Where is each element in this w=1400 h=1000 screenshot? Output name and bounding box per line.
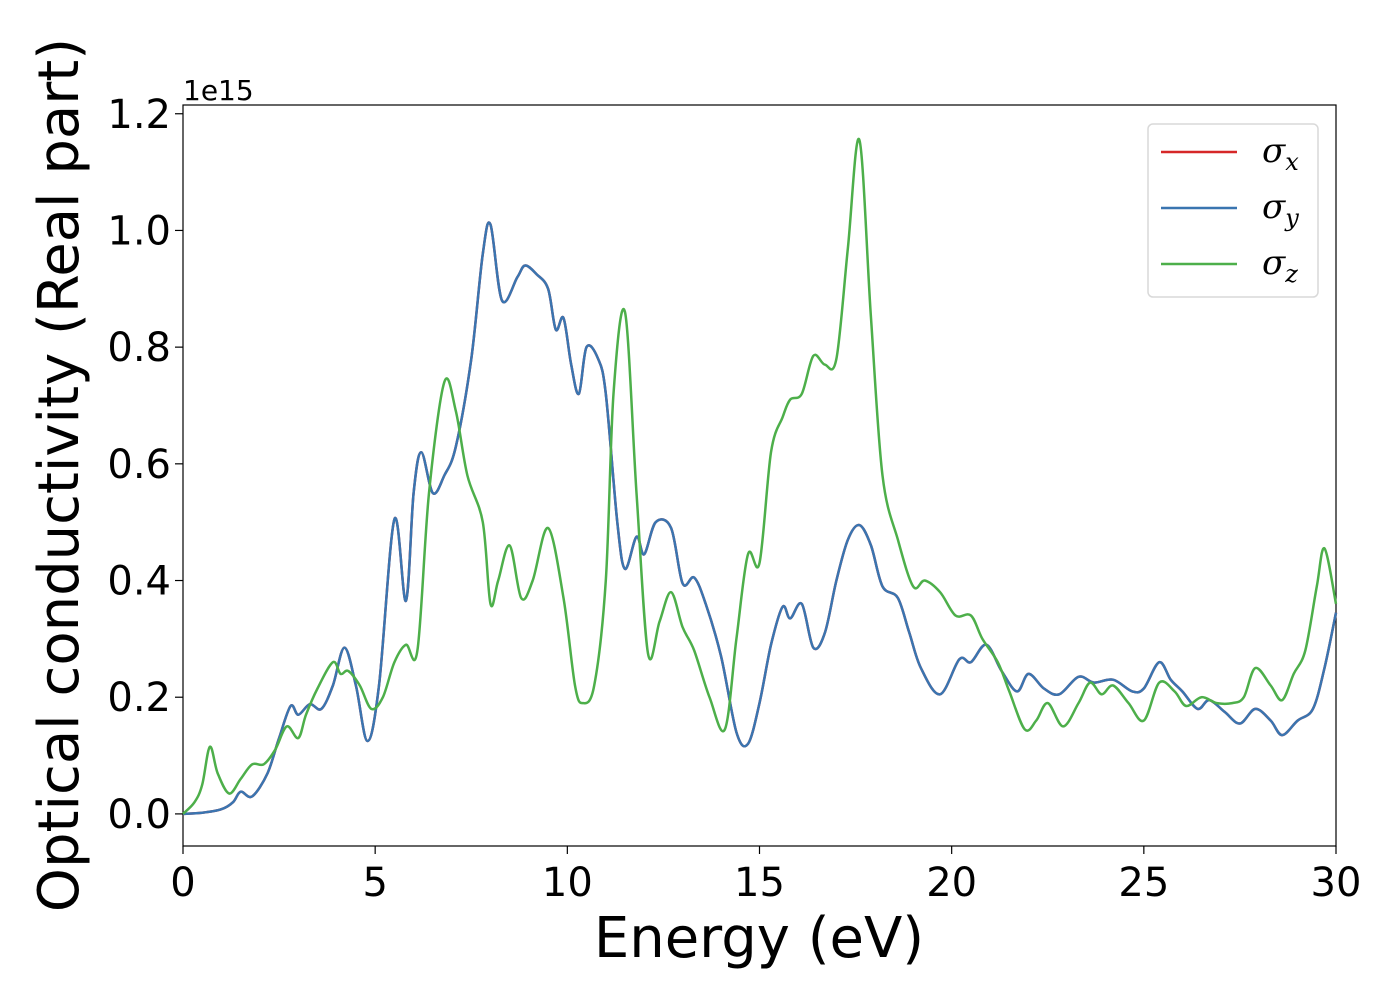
- series-line-sigma-z: [182, 137, 1338, 815]
- series-line-sigma-x: [182, 221, 1338, 816]
- legend-symbol: σ: [1262, 243, 1286, 283]
- y-tick-label: 0.0: [107, 792, 171, 838]
- legend-symbol: σ: [1262, 187, 1286, 227]
- y-offset-text: 1e15: [183, 74, 254, 107]
- x-tick-label: 5: [362, 860, 387, 906]
- y-tick-label: 0.2: [107, 675, 171, 721]
- legend-subscript: z: [1284, 260, 1298, 288]
- x-tick-label: 20: [926, 860, 977, 906]
- y-tick-label: 0.8: [107, 325, 171, 371]
- x-tick-label: 30: [1311, 860, 1362, 906]
- legend-subscript: y: [1284, 204, 1299, 232]
- legend-box: [1147, 123, 1319, 298]
- legend-label-sigma-z: σz: [1262, 243, 1298, 288]
- x-axis-label: Energy (eV): [594, 906, 924, 971]
- series-line-sigma-y: [182, 221, 1338, 816]
- x-tick-label: 10: [542, 860, 593, 906]
- legend-label-sigma-y: σy: [1262, 187, 1299, 232]
- y-ticks: 0.0 0.2 0.4 0.6 0.8 1.0 1.2: [107, 92, 183, 838]
- y-axis-label: Optical conductivity (Real part): [27, 38, 92, 912]
- series-lines: [182, 137, 1338, 816]
- legend-symbol: σ: [1262, 131, 1286, 171]
- x-tick-label: 25: [1118, 860, 1169, 906]
- x-ticks: 0 5 10 15 20 25 30: [170, 846, 1361, 906]
- y-tick-label: 0.4: [107, 559, 171, 605]
- y-tick-label: 1.2: [107, 92, 171, 138]
- x-tick-label: 15: [734, 860, 785, 906]
- legend-subscript: x: [1285, 148, 1299, 176]
- legend-label-sigma-x: σx: [1262, 131, 1299, 176]
- y-tick-label: 1.0: [107, 208, 171, 254]
- y-tick-label: 0.6: [107, 442, 171, 488]
- x-tick-label: 0: [170, 860, 195, 906]
